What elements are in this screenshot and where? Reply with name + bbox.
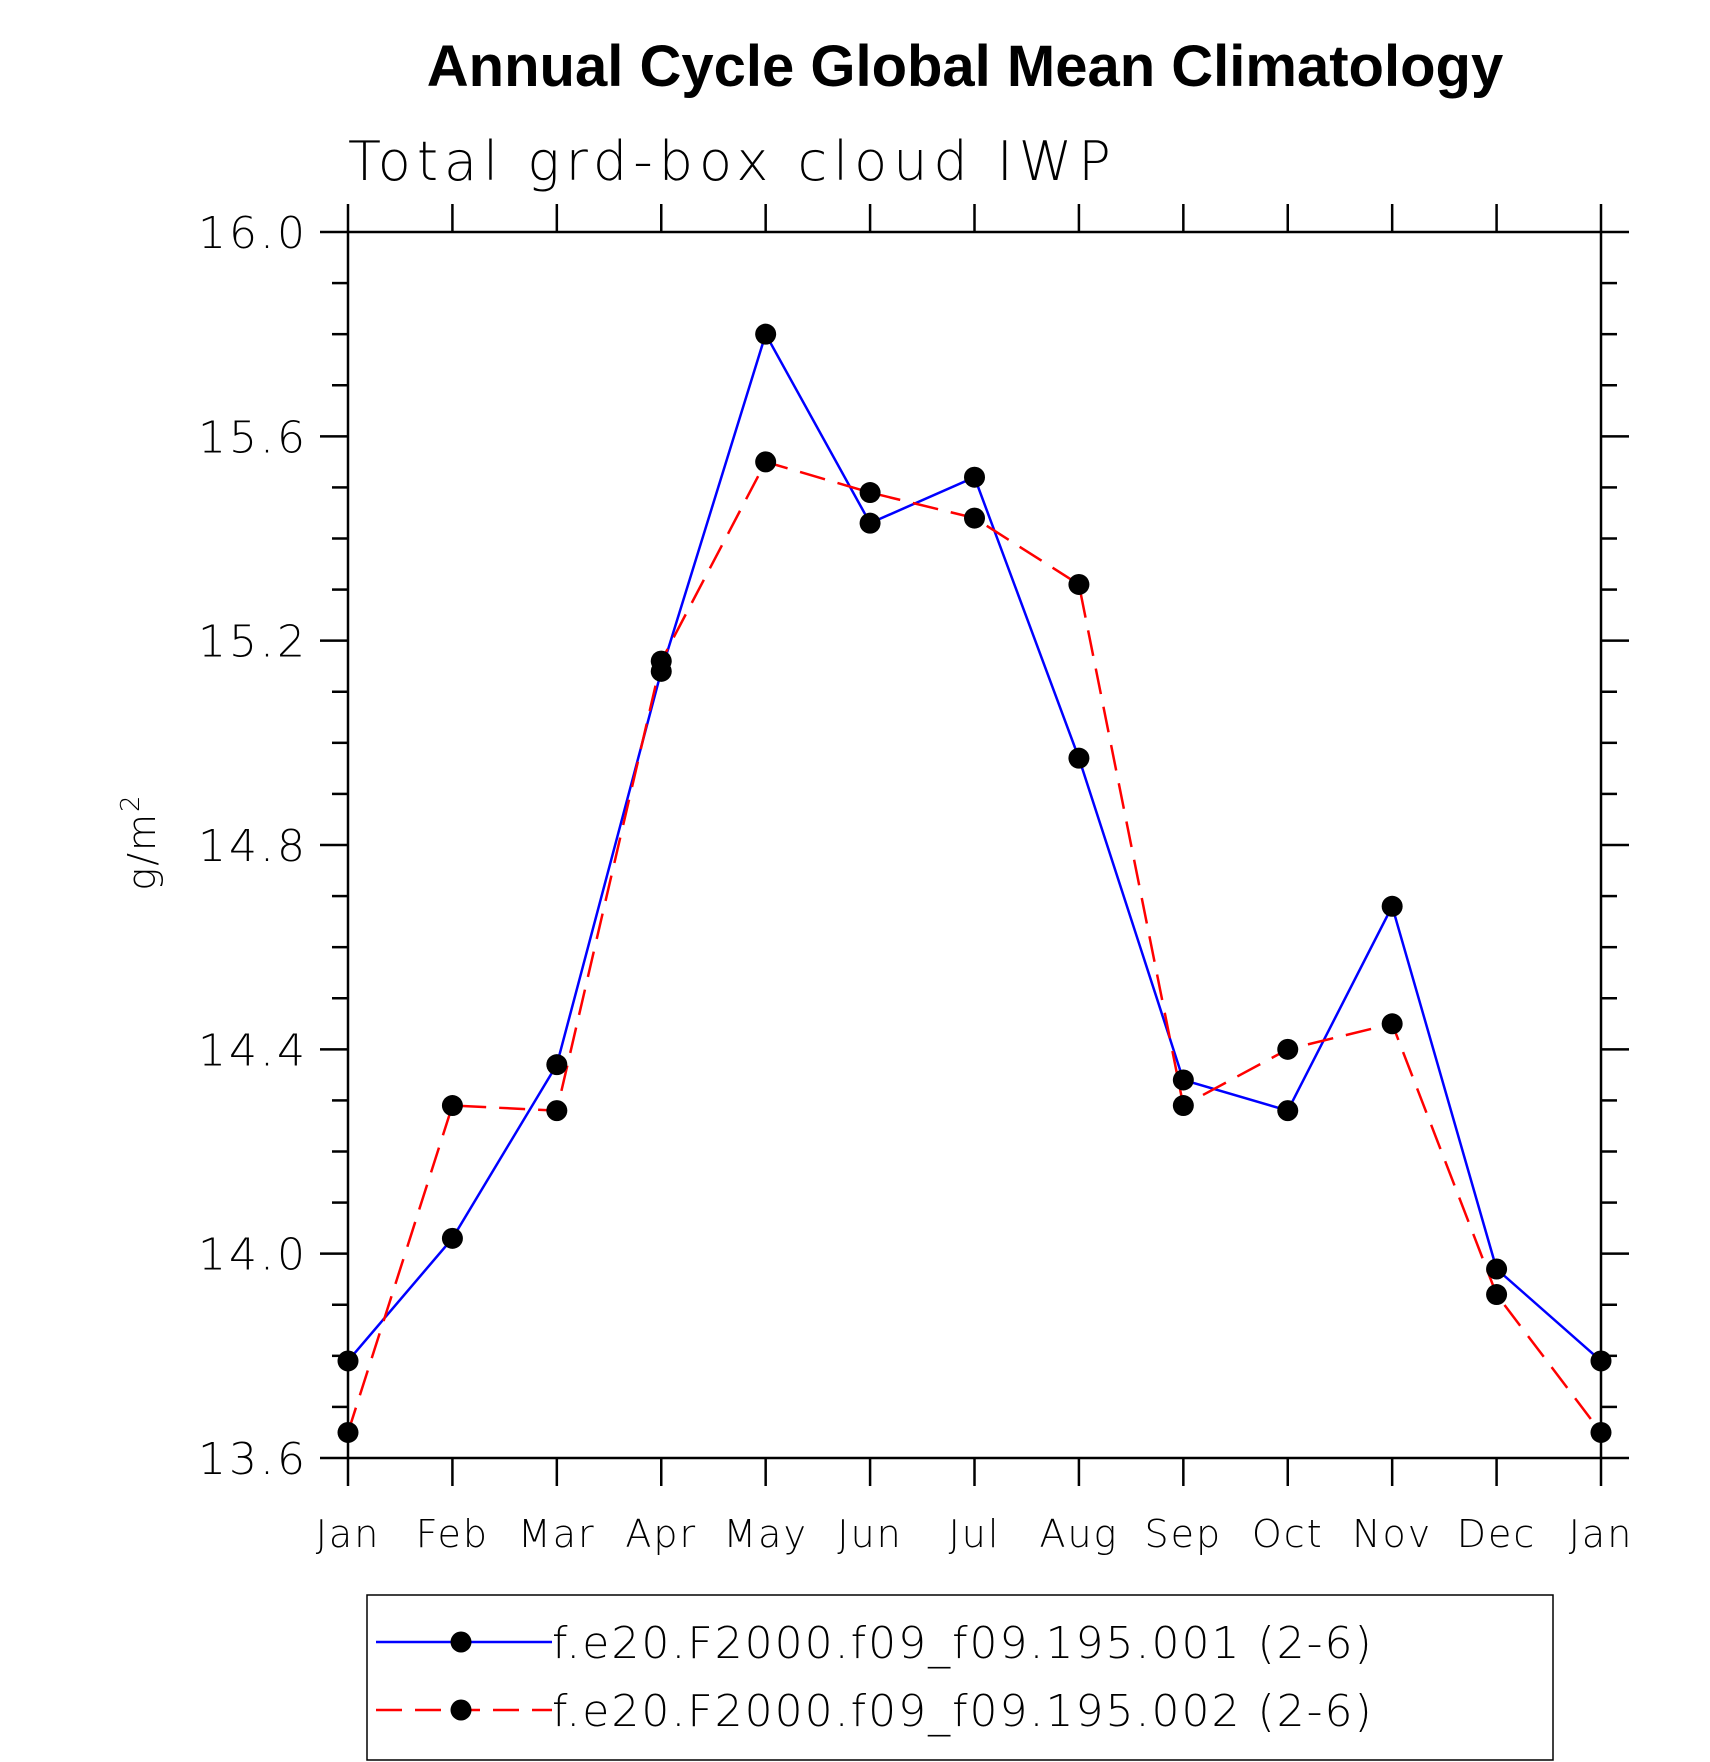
y-tick-label: 14.4: [198, 1025, 308, 1076]
x-tick-label: Jan: [1569, 1512, 1634, 1556]
y-tick-label: 14.0: [198, 1230, 308, 1281]
x-tick-label: Mar: [518, 1512, 596, 1556]
x-tick-label: Dec: [1457, 1512, 1537, 1556]
series-1-point: [1590, 1350, 1612, 1372]
x-tick-label: Feb: [416, 1512, 489, 1556]
series-2-point: [546, 1100, 568, 1122]
series-2-point: [1068, 573, 1090, 595]
y-axis-label: g/m2: [116, 793, 164, 890]
y-tick-label: 16.0: [198, 208, 308, 259]
series-1-point: [337, 1350, 359, 1372]
series-1-point: [1277, 1100, 1299, 1122]
y-tick-label: 14.8: [198, 821, 308, 872]
x-axis-tick-labels: Jan Feb Mar Apr May Jun Jul Aug Sep Oct Nov Dec Jan: [316, 1512, 1634, 1556]
series-1-point: [755, 323, 777, 345]
series-2-line: [346, 460, 1602, 1434]
x-tick-label: Aug: [1039, 1512, 1118, 1556]
series-2-point: [441, 1095, 463, 1117]
legend-series-2-marker: [450, 1699, 472, 1721]
y-axis-tick-labels: 13.6 14.0 14.4 14.8 15.2 15.6 16.0: [198, 208, 308, 1485]
series-layer: [337, 323, 1612, 1443]
y-tick-label: 15.6: [198, 412, 308, 463]
series-2-point: [1172, 1095, 1194, 1117]
series-1-point: [1172, 1069, 1194, 1091]
series-2-point: [1486, 1284, 1508, 1306]
x-tick-label: Jun: [837, 1512, 902, 1556]
series-2-point: [964, 507, 985, 529]
series-1-point: [1068, 747, 1090, 769]
series-1-point: [546, 1054, 568, 1076]
legend-series-2-label: f.e20.F2000.f09_f09.195.002 (2-6): [552, 1686, 1374, 1737]
x-tick-label: Jul: [949, 1512, 1001, 1556]
series-2-point: [1590, 1421, 1612, 1443]
series-2-point: [650, 650, 672, 672]
legend: f.e20.F2000.f09_f09.195.001 (2-6) f.e20.F…: [366, 1594, 1554, 1761]
series-2-point: [1277, 1038, 1299, 1060]
axis-ticks: [320, 204, 1629, 1486]
x-tick-label: Apr: [625, 1512, 697, 1556]
legend-series-1-label: f.e20.F2000.f09_f09.195.001 (2-6): [552, 1618, 1374, 1669]
x-tick-label: May: [723, 1512, 808, 1556]
y-tick-label: 13.6: [198, 1434, 308, 1485]
series-1-point: [964, 466, 985, 488]
y-axis-label-exponent: 2: [116, 793, 146, 812]
legend-series-1-marker: [450, 1631, 472, 1653]
x-tick-label: Sep: [1145, 1512, 1223, 1556]
y-axis-label-unit: g/m: [120, 812, 164, 891]
series-1-point: [1381, 895, 1403, 917]
series-1-point: [441, 1227, 463, 1249]
series-1-line: [347, 330, 1602, 1362]
series-1-point: [859, 512, 881, 534]
series-2-point: [859, 482, 881, 504]
series-2-point: [1381, 1013, 1403, 1035]
x-tick-label: Oct: [1252, 1512, 1324, 1556]
legend-box: [366, 1594, 1554, 1761]
x-tick-label: Jan: [316, 1512, 381, 1556]
series-2-point: [337, 1421, 359, 1443]
chart-subtitle: Total grd-box cloud IWP: [348, 130, 1117, 193]
series-2-point: [755, 451, 777, 473]
series-1-point: [1486, 1258, 1508, 1280]
x-tick-label: Nov: [1352, 1512, 1432, 1556]
plot-border: [346, 230, 1603, 1460]
chart-title: Annual Cycle Global Mean Climatology: [427, 34, 1503, 99]
y-tick-label: 15.2: [198, 617, 308, 668]
plot-frame: [346, 230, 1603, 1460]
